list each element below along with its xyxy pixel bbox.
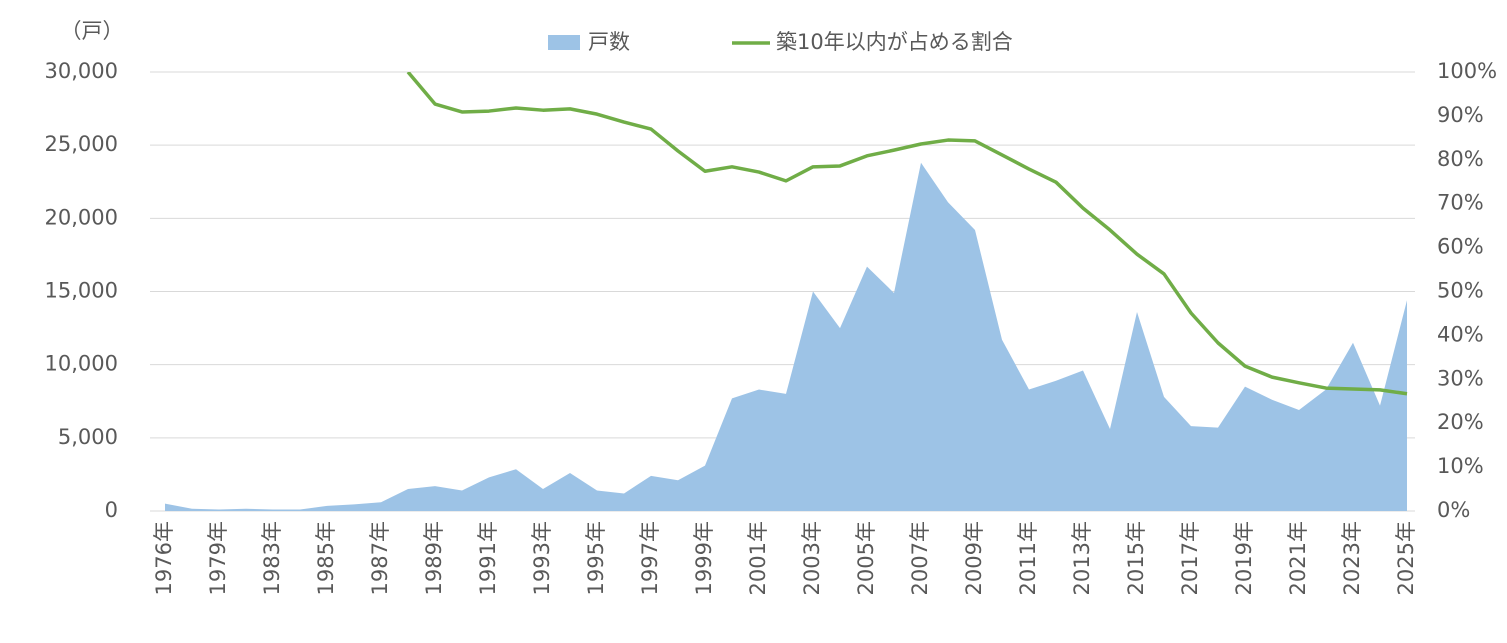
x-tick-label: 2015年 xyxy=(1124,521,1148,595)
y-tick-label: 0 xyxy=(105,498,118,522)
y2-tick-label: 90% xyxy=(1437,103,1484,127)
y-tick-label: 20,000 xyxy=(45,205,118,229)
y-tick-label: 15,000 xyxy=(45,279,118,303)
x-tick-label: 2007年 xyxy=(908,521,932,595)
x-tick-label: 2021年 xyxy=(1286,521,1310,595)
x-tick-label: 2017年 xyxy=(1178,521,1202,595)
x-tick-label: 2025年 xyxy=(1394,521,1418,595)
x-tick-label: 1983年 xyxy=(260,521,284,595)
y-axis-label: （戸） xyxy=(61,19,124,43)
x-tick-label: 1987年 xyxy=(368,521,392,595)
y2-tick-label: 50% xyxy=(1437,279,1484,303)
y2-tick-label: 70% xyxy=(1437,191,1484,215)
y2-tick-label: 0% xyxy=(1437,498,1470,522)
x-tick-label: 1979年 xyxy=(206,521,230,595)
y2-tick-label: 30% xyxy=(1437,366,1484,390)
y-tick-label: 30,000 xyxy=(45,59,118,83)
x-tick-label: 2001年 xyxy=(746,521,770,595)
x-tick-label: 2009年 xyxy=(962,521,986,595)
x-tick-label: 2003年 xyxy=(800,521,824,595)
y2-tick-label: 60% xyxy=(1437,235,1484,259)
x-tick-label: 1993年 xyxy=(530,521,554,595)
y-tick-label: 10,000 xyxy=(45,352,118,376)
y-tick-label: 25,000 xyxy=(45,132,118,156)
x-tick-label: 1985年 xyxy=(314,521,338,595)
x-tick-label: 2013年 xyxy=(1070,521,1094,595)
x-tick-label: 1995年 xyxy=(584,521,608,595)
x-tick-label: 1999年 xyxy=(692,521,716,595)
y2-tick-label: 40% xyxy=(1437,322,1484,346)
y-tick-label: 5,000 xyxy=(58,425,118,449)
y2-tick-label: 10% xyxy=(1437,454,1484,478)
x-tick-label: 1976年 xyxy=(152,521,176,595)
legend-label: 築10年以内が占める割合 xyxy=(776,30,1013,54)
y2-tick-label: 20% xyxy=(1437,410,1484,434)
legend-label: 戸数 xyxy=(588,30,630,54)
y2-tick-label: 80% xyxy=(1437,147,1484,171)
x-tick-label: 2023年 xyxy=(1340,521,1364,595)
y2-tick-label: 100% xyxy=(1437,59,1497,83)
x-tick-label: 1989年 xyxy=(422,521,446,595)
x-tick-label: 1997年 xyxy=(638,521,662,595)
legend-swatch xyxy=(548,35,580,50)
plot xyxy=(165,72,1408,511)
x-tick-label: 2011年 xyxy=(1016,521,1040,595)
x-tick-label: 1991年 xyxy=(476,521,500,595)
x-tick-label: 2005年 xyxy=(854,521,878,595)
line xyxy=(406,72,1408,396)
x-tick-label: 2019年 xyxy=(1232,521,1256,595)
area xyxy=(165,162,1407,511)
